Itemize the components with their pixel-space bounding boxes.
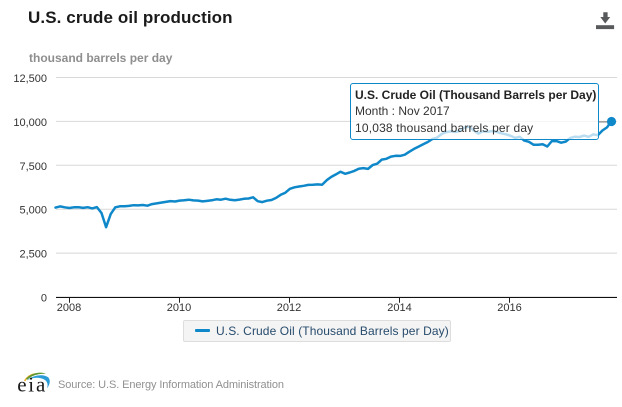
svg-text:eia: eia (17, 373, 47, 397)
svg-text:2012: 2012 (277, 302, 301, 314)
svg-text:2,500: 2,500 (19, 249, 47, 261)
svg-text:5,000: 5,000 (19, 205, 47, 217)
svg-text:2016: 2016 (497, 302, 521, 314)
svg-text:2010: 2010 (167, 302, 191, 314)
svg-text:7,500: 7,500 (19, 161, 47, 173)
svg-text:0: 0 (41, 293, 47, 305)
svg-text:2008: 2008 (57, 302, 81, 314)
svg-text:12,500: 12,500 (13, 73, 47, 85)
svg-text:10,000: 10,000 (13, 117, 47, 129)
svg-text:2014: 2014 (387, 302, 411, 314)
